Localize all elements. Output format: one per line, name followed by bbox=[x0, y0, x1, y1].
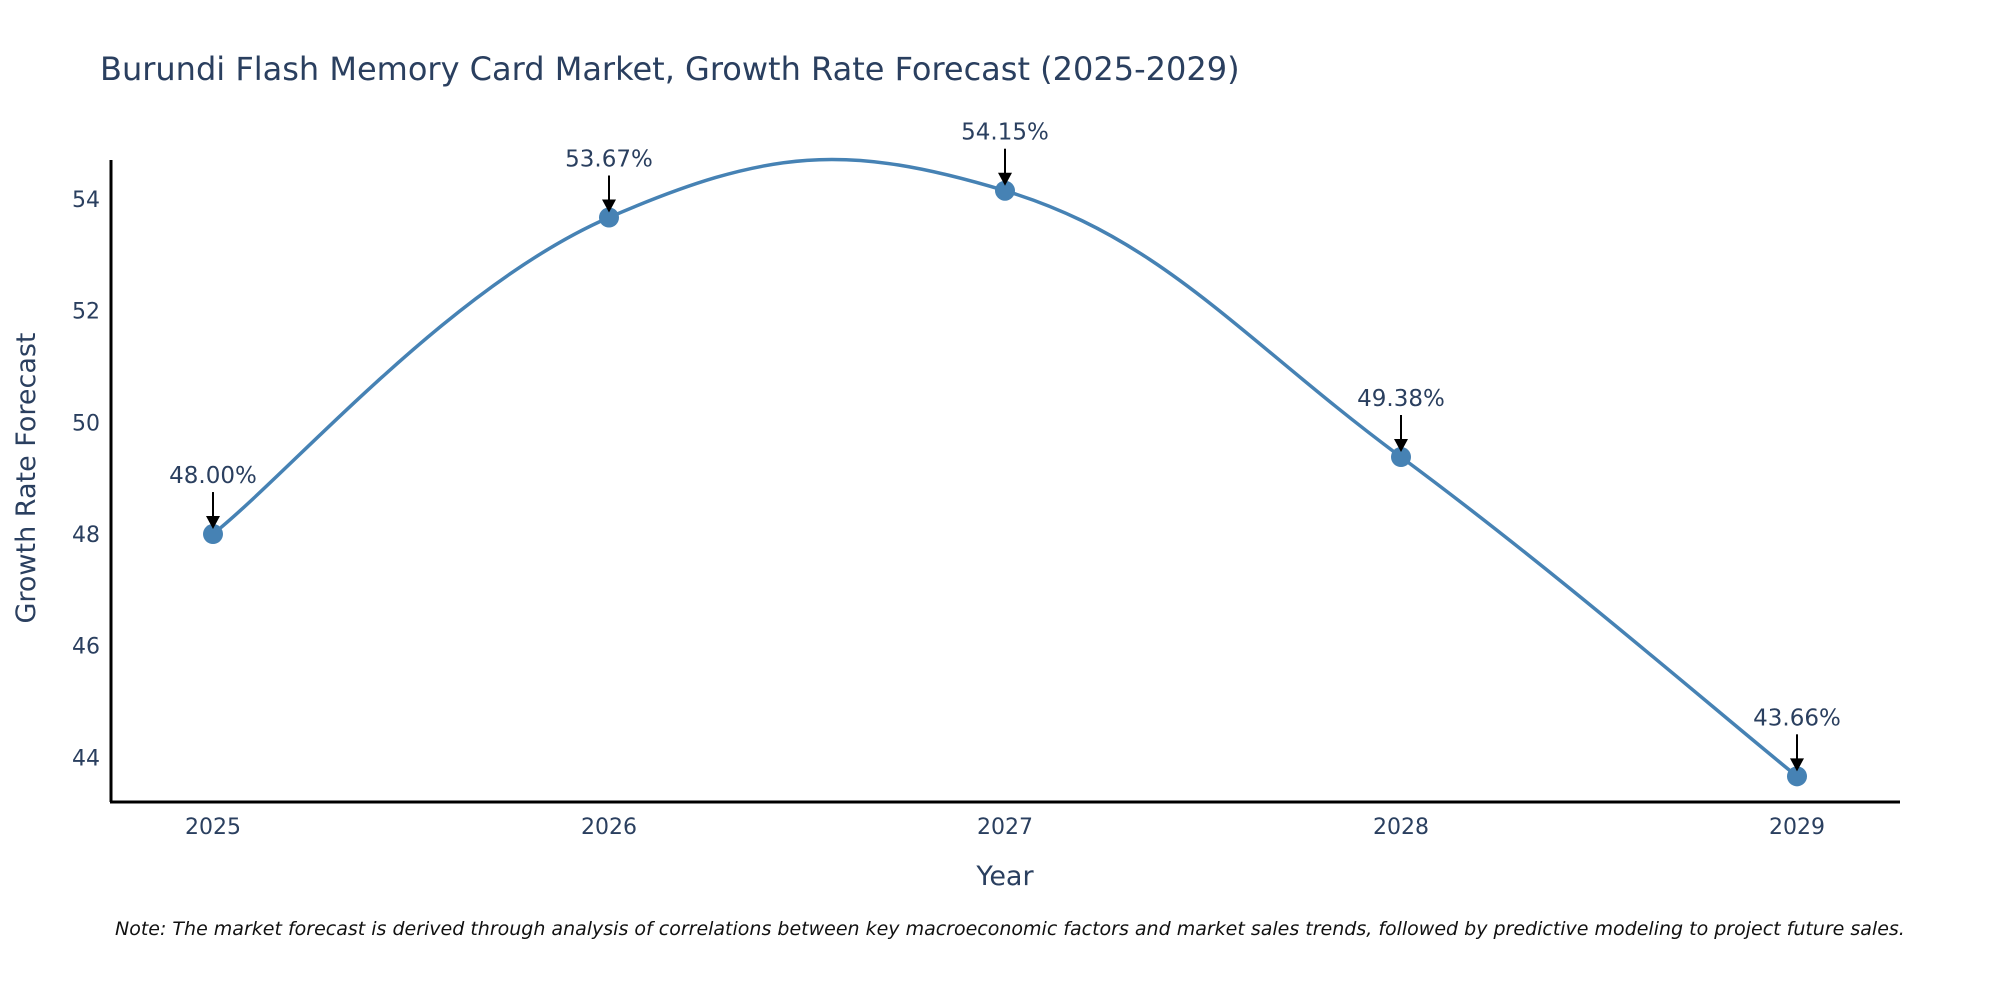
label-arrow-head bbox=[998, 172, 1012, 186]
y-tick-label: 52 bbox=[72, 300, 100, 325]
data-point bbox=[995, 180, 1015, 201]
label-arrow-head bbox=[1790, 758, 1804, 772]
y-tick-label: 54 bbox=[72, 188, 100, 213]
data-label: 54.15% bbox=[961, 120, 1049, 146]
data-labels: 48.00% 53.67% 54.15% 49.38% 43.66% bbox=[169, 120, 1841, 772]
label-arrow-head bbox=[602, 199, 616, 213]
x-tick-label: 2027 bbox=[977, 815, 1033, 840]
x-tick-label: 2026 bbox=[581, 815, 637, 840]
label-arrow-head bbox=[206, 516, 220, 530]
data-markers bbox=[203, 180, 1807, 787]
data-label: 49.38% bbox=[1357, 386, 1445, 412]
data-label: 43.66% bbox=[1753, 705, 1841, 731]
x-tick-label: 2028 bbox=[1373, 815, 1429, 840]
x-tick-label: 2025 bbox=[185, 815, 241, 840]
y-tick-label: 50 bbox=[72, 411, 100, 436]
y-tick-label: 48 bbox=[72, 523, 100, 548]
y-tick-label: 44 bbox=[72, 746, 100, 771]
footnote: Note: The market forecast is derived thr… bbox=[115, 918, 1905, 940]
data-point bbox=[599, 207, 619, 228]
data-label: 53.67% bbox=[565, 147, 653, 173]
data-point bbox=[203, 524, 223, 545]
data-point bbox=[1391, 446, 1411, 467]
y-axis-title: Growth Rate Forecast bbox=[11, 332, 42, 623]
x-axis-ticks: 2025 2026 2027 2028 2029 bbox=[185, 815, 1825, 840]
y-axis-ticks: 44 46 48 50 52 54 bbox=[72, 188, 100, 771]
x-tick-label: 2029 bbox=[1769, 815, 1825, 840]
label-arrow-head bbox=[1394, 438, 1408, 452]
data-point bbox=[1787, 766, 1807, 787]
x-axis-title: Year bbox=[975, 861, 1034, 892]
series-line bbox=[211, 157, 1799, 778]
chart-title: Burundi Flash Memory Card Market, Growth… bbox=[100, 50, 1240, 88]
y-tick-label: 46 bbox=[72, 635, 100, 660]
data-label: 48.00% bbox=[169, 463, 257, 489]
